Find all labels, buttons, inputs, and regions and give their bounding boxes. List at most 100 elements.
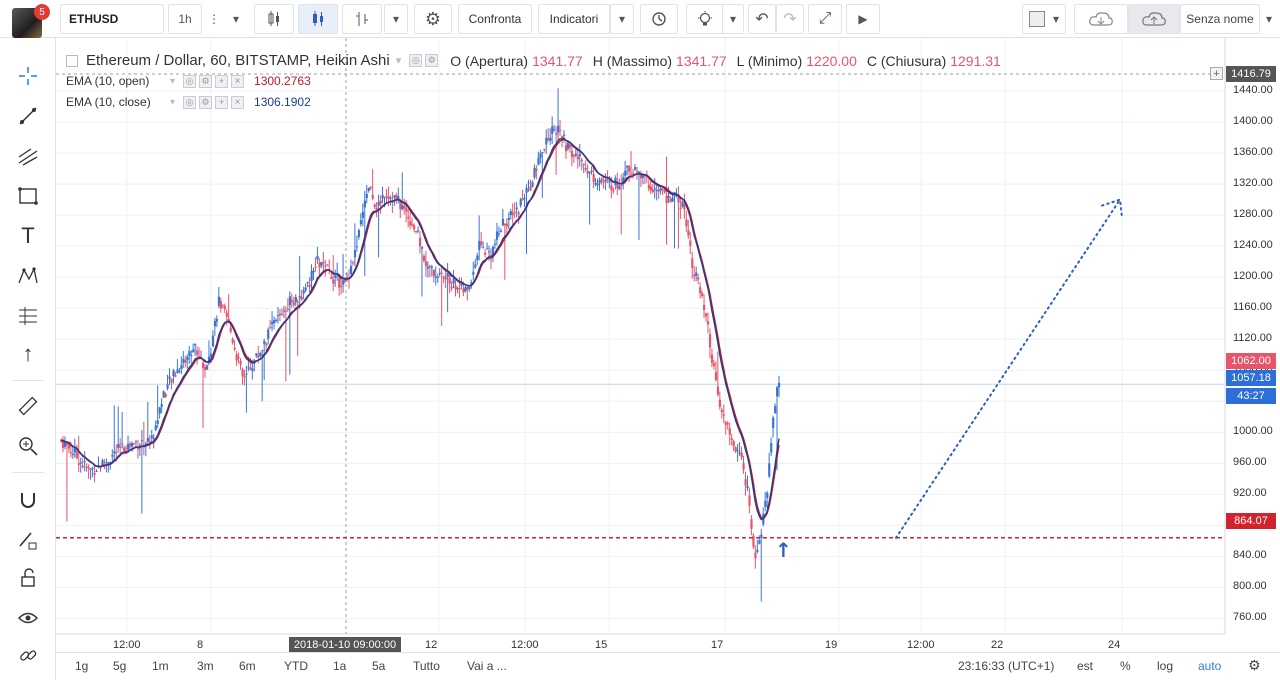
eye-icon[interactable]: ◎ <box>183 95 197 109</box>
redo-icon[interactable]: ↷ <box>776 4 804 34</box>
compare-button[interactable]: Confronta <box>458 4 532 34</box>
settings-icon[interactable]: ⚙ <box>199 95 213 109</box>
range-button[interactable]: 1m <box>152 659 169 673</box>
candle-body <box>207 356 211 364</box>
indicators-button[interactable]: Indicatori <box>538 4 610 34</box>
arrow-up-icon[interactable]: ↑ <box>22 341 34 366</box>
collapse-icon[interactable] <box>66 54 78 67</box>
chevron-down-icon[interactable]: ▾ <box>226 4 246 34</box>
candle-body <box>760 534 763 539</box>
chevron-down-icon[interactable]: ▾ <box>170 75 176 87</box>
chevron-down-icon[interactable]: ▾ <box>170 96 176 108</box>
layout-name-button[interactable]: Senza nome <box>1180 4 1260 34</box>
pattern-icon[interactable] <box>12 260 44 292</box>
settings-icon[interactable]: ⚙ <box>199 74 213 88</box>
lock-drawing-icon[interactable] <box>12 524 44 556</box>
percent-toggle[interactable]: % <box>1120 659 1131 673</box>
candle-body <box>316 255 319 260</box>
candle-body <box>101 460 104 466</box>
candle-body <box>545 137 548 145</box>
chevron-down-icon[interactable]: ▾ <box>384 4 408 34</box>
candle-body <box>154 425 157 430</box>
undo-icon[interactable]: ↶ <box>748 4 776 34</box>
rectangle-icon[interactable] <box>12 180 44 212</box>
fib-retracement-icon[interactable] <box>12 140 44 172</box>
settings-gear-icon[interactable]: ⚙ <box>414 4 452 34</box>
settings-gear-icon[interactable]: ⚙ <box>1248 657 1261 673</box>
cloud-download-icon[interactable] <box>1074 4 1128 34</box>
unlock-icon[interactable] <box>12 562 44 594</box>
price-chart[interactable]: ↑ <box>56 38 1280 652</box>
alert-clock-icon[interactable] <box>640 4 678 34</box>
range-button[interactable]: Tutto <box>413 659 440 673</box>
ruler-icon[interactable] <box>12 390 44 422</box>
candle-body <box>622 177 625 184</box>
add-alert-icon[interactable]: + <box>1210 67 1223 80</box>
add-icon[interactable]: + <box>215 74 229 88</box>
clock-display[interactable]: 23:16:33 (UTC+1) <box>958 659 1055 673</box>
auto-toggle[interactable]: auto <box>1198 659 1222 673</box>
link-icon[interactable] <box>12 640 44 672</box>
add-icon[interactable]: + <box>215 95 229 109</box>
magnet-icon[interactable] <box>12 484 44 516</box>
candle-body <box>113 451 116 454</box>
log-toggle[interactable]: log <box>1157 659 1174 673</box>
interval-button[interactable]: 1h <box>168 4 202 34</box>
extended-hours-toggle[interactable]: est <box>1077 659 1094 673</box>
eye-icon[interactable]: ◎ <box>183 74 197 88</box>
text-tool-icon[interactable]: T <box>21 223 35 248</box>
eye-icon[interactable]: ◎ <box>409 54 423 67</box>
range-button[interactable]: YTD <box>284 659 308 673</box>
candle-body <box>671 197 674 202</box>
chevron-down-icon[interactable]: ▾ <box>1260 4 1278 34</box>
candle-body <box>778 383 781 388</box>
crosshair-icon[interactable] <box>12 60 44 92</box>
range-button[interactable]: 3m <box>197 659 214 673</box>
candle-body <box>531 182 534 187</box>
candle-body <box>474 264 477 268</box>
fullscreen-icon[interactable]: ⤢ <box>808 4 842 34</box>
candle-body <box>639 174 643 179</box>
candle-body <box>706 321 710 325</box>
range-button[interactable]: 5g <box>113 659 127 673</box>
forecast-icon[interactable] <box>12 300 44 332</box>
chart-area[interactable]: ↑ <box>56 38 1280 652</box>
heikin-ashi-icon[interactable] <box>298 4 338 34</box>
play-replay-icon[interactable]: ▶ <box>846 4 880 34</box>
time-tick-label: 24 <box>1108 639 1121 651</box>
symbol-search-input[interactable]: ETHUSD <box>60 4 164 34</box>
idea-lightbulb-icon[interactable] <box>686 4 724 34</box>
candle-body <box>525 188 528 193</box>
candle-body <box>156 420 159 424</box>
close-icon[interactable]: × <box>231 74 245 88</box>
eye-icon[interactable] <box>12 602 44 634</box>
ohlc-bars-icon[interactable] <box>342 4 382 34</box>
candle-body <box>618 186 621 190</box>
range-button[interactable]: 5a <box>372 659 386 673</box>
candle-body <box>770 443 773 453</box>
close-icon[interactable]: × <box>231 95 245 109</box>
bar-chart-type-icon[interactable] <box>254 4 294 34</box>
cloud-upload-icon[interactable] <box>1128 4 1180 34</box>
range-button[interactable]: 6m <box>239 659 256 673</box>
candle-body <box>203 367 207 371</box>
price-tick-label: 1440.00 <box>1233 84 1273 96</box>
range-button[interactable]: 1g <box>75 659 89 673</box>
candle-body <box>351 262 355 264</box>
candle-body <box>233 347 236 350</box>
color-square-icon[interactable]: ▾ <box>1022 4 1066 34</box>
candle-body <box>81 465 84 468</box>
trend-line-icon[interactable] <box>12 100 44 132</box>
range-button[interactable]: Vai a ... <box>467 659 507 673</box>
range-button[interactable]: 1a <box>333 659 347 673</box>
chevron-down-icon[interactable]: ▾ <box>610 4 634 34</box>
candle-body <box>241 369 244 377</box>
zoom-in-icon[interactable] <box>12 430 44 462</box>
settings-icon[interactable]: ⚙ <box>425 54 439 67</box>
candle-body <box>592 174 595 182</box>
close-label: C (Chiusura) <box>866 52 947 69</box>
chevron-down-icon[interactable]: ▾ <box>722 4 744 34</box>
chevron-down-icon[interactable]: ▾ <box>395 55 402 67</box>
more-intervals-icon[interactable]: ⋮ <box>204 4 224 34</box>
legend-ema-open: EMA (10, open) ▾ ◎ ⚙ + × 1300.2763 <box>66 74 311 88</box>
